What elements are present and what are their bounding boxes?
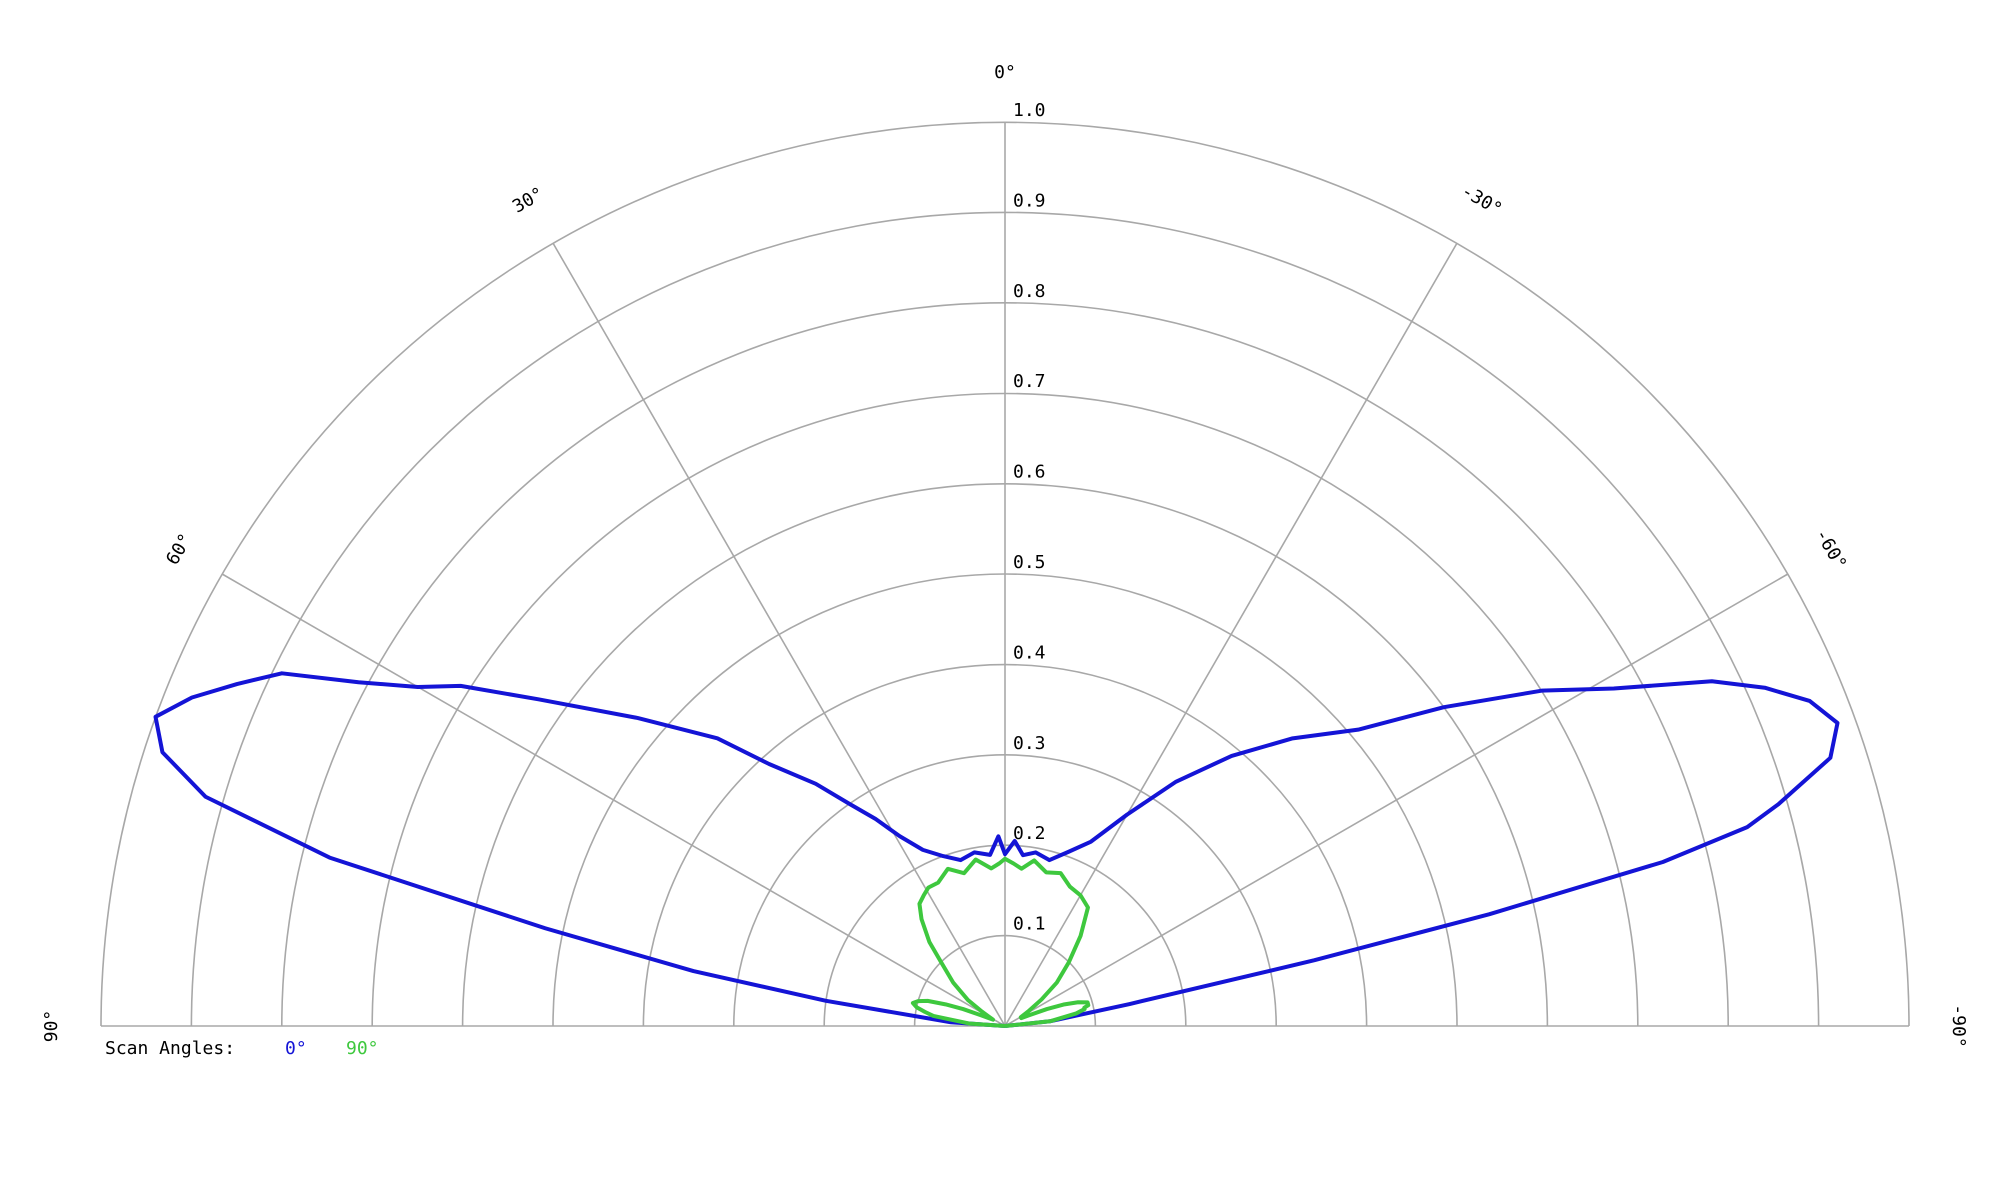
r-tick-label: 0.9 (1013, 190, 1046, 211)
theta-tick-label: 0° (994, 62, 1016, 83)
r-tick-label: 0.1 (1013, 914, 1046, 935)
r-tick-label: 0.3 (1013, 733, 1046, 754)
r-tick-label: 1.0 (1013, 100, 1046, 121)
theta-tick-label: 60° (162, 530, 196, 569)
r-tick-label: 0.5 (1013, 552, 1046, 573)
grid-spoke (1004, 573, 1789, 1027)
grid-spoke (552, 242, 1006, 1027)
theta-tick-label: -30° (1458, 180, 1506, 220)
legend-title: Scan Angles: (105, 1038, 235, 1059)
theta-tick-label: -90° (1948, 1004, 1969, 1047)
r-tick-label: 0.7 (1013, 371, 1046, 392)
theta-tick-label: -60° (1811, 525, 1851, 573)
grid-spoke (221, 573, 1006, 1027)
legend-entry: 90° (346, 1038, 379, 1059)
theta-tick-label: 30° (509, 183, 548, 217)
plot-lines (153, 671, 1840, 1028)
r-tick-label: 0.4 (1013, 642, 1046, 663)
r-tick-label: 0.2 (1013, 823, 1046, 844)
series-line (910, 856, 1091, 1028)
r-tick-label: 0.8 (1013, 281, 1046, 302)
series-line (153, 671, 1840, 1028)
grid (100, 121, 1910, 1027)
legend-entry: 0° (285, 1038, 307, 1059)
theta-tick-label: 90° (41, 1010, 62, 1043)
grid-spoke (1004, 242, 1458, 1027)
r-tick-label: 0.6 (1013, 462, 1046, 483)
